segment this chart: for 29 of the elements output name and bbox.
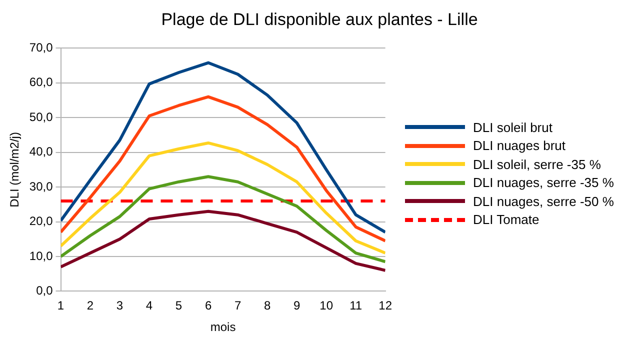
legend-label: DLI soleil brut xyxy=(473,120,552,135)
y-tick-label: 40,0 xyxy=(29,144,54,159)
x-tick-label: 3 xyxy=(116,298,124,313)
y-tick-label: 20,0 xyxy=(29,214,54,228)
x-tick-label: 11 xyxy=(350,298,362,313)
x-tick-label: 1 xyxy=(57,298,64,313)
y-tick-label: 50,0 xyxy=(29,110,54,124)
x-tick-label: 2 xyxy=(86,298,94,313)
legend-label: DLI soleil, serre -35 % xyxy=(473,156,601,172)
y-tick-label: 0,0 xyxy=(36,284,54,298)
x-tick-label: 6 xyxy=(204,298,212,313)
y-tick-label: 60,0 xyxy=(29,75,54,90)
y-tick-label: 30,0 xyxy=(29,179,54,194)
legend-label: DLI nuages brut xyxy=(473,138,566,154)
chart-title: Plage de DLI disponible aux plantes - Lille xyxy=(160,10,479,30)
y-axis-title: DLI (mol/m2/j) xyxy=(8,132,22,208)
legend-label: DLI Tomate xyxy=(473,212,540,228)
legend-label: DLI nuages, serre -50 % xyxy=(473,194,614,209)
x-tick-label: 12 xyxy=(378,298,392,313)
x-tick-label: 5 xyxy=(175,298,182,313)
x-tick-label: 4 xyxy=(146,298,153,313)
legend-label: DLI nuages, serre -35 % xyxy=(473,175,614,190)
x-axis-title: mois xyxy=(210,320,236,334)
x-tick-label: 10 xyxy=(320,298,334,313)
x-tick-label: 8 xyxy=(264,298,271,313)
y-tick-label: 70,0 xyxy=(29,40,54,55)
x-tick-label: 9 xyxy=(293,298,300,313)
x-tick-label: 7 xyxy=(234,298,242,313)
y-tick-label: 10,0 xyxy=(29,248,54,263)
